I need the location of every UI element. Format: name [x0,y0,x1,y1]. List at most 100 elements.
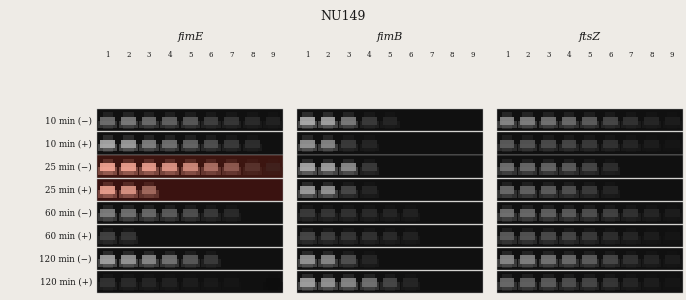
Bar [362,186,377,194]
Bar [243,144,262,152]
Bar [224,278,239,287]
Bar [665,116,680,125]
Bar [226,205,237,222]
Bar [97,132,283,154]
Bar [359,283,379,290]
Bar [541,278,556,287]
Bar [580,144,600,152]
Bar [97,178,283,201]
Bar [644,140,659,148]
Bar [385,205,395,222]
Bar [539,167,558,175]
Bar [362,255,377,264]
Bar [119,144,138,152]
Bar [341,140,356,148]
Bar [520,163,535,171]
Bar [564,228,574,245]
Bar [97,225,283,247]
Bar [141,186,156,194]
Bar [582,116,597,125]
Bar [624,278,639,287]
Bar [518,236,537,244]
Bar [298,236,317,244]
Bar [268,112,279,129]
Text: 6: 6 [209,51,213,59]
Bar [499,209,514,218]
Bar [180,213,200,221]
Text: 5: 5 [587,51,592,59]
Bar [380,236,400,244]
Bar [318,236,338,244]
Bar [584,205,595,222]
Bar [123,205,134,222]
Bar [362,163,377,171]
Bar [646,135,657,152]
Bar [160,121,179,128]
Bar [247,274,257,291]
Bar [144,251,154,268]
Bar [401,213,421,221]
Bar [562,163,576,171]
Bar [559,144,578,152]
Bar [520,140,535,148]
Bar [297,155,483,178]
Bar [665,209,680,218]
Bar [518,190,537,198]
Bar [139,121,158,128]
Bar [642,121,661,128]
Bar [501,205,512,222]
Bar [383,278,397,287]
Bar [202,213,221,221]
Text: 7: 7 [628,51,633,59]
Text: 4: 4 [167,51,172,59]
Bar [323,158,333,176]
Bar [339,167,358,175]
Bar [160,259,179,267]
Bar [98,283,117,290]
Bar [102,182,113,199]
Bar [523,274,533,291]
Bar [582,232,597,241]
Bar [642,259,661,267]
Bar [98,190,117,198]
Bar [518,144,537,152]
Bar [584,158,595,176]
Bar [497,283,517,290]
Bar [119,190,138,198]
Bar [646,274,657,291]
Text: ftsZ: ftsZ [578,32,601,41]
Bar [401,236,421,244]
Bar [364,228,375,245]
Bar [359,167,379,175]
Bar [341,209,356,218]
Text: NU149: NU149 [320,11,366,23]
Bar [562,186,576,194]
Bar [121,232,136,241]
Bar [300,116,315,125]
Bar [501,274,512,291]
Bar [564,158,574,176]
Text: 3: 3 [147,51,151,59]
Bar [100,209,115,218]
Bar [97,248,283,270]
Bar [123,274,134,291]
Bar [499,186,514,194]
Bar [523,158,533,176]
Bar [603,163,617,171]
Bar [323,251,333,268]
Bar [202,167,221,175]
Bar [667,274,678,291]
Bar [263,121,283,128]
Bar [663,283,682,290]
Bar [268,158,279,176]
Bar [497,271,683,293]
Bar [359,144,379,152]
Bar [323,182,333,199]
Bar [245,140,260,148]
Bar [139,259,158,267]
Bar [667,135,678,152]
Bar [665,278,680,287]
Bar [520,209,535,218]
Bar [243,121,262,128]
Bar [667,251,678,268]
